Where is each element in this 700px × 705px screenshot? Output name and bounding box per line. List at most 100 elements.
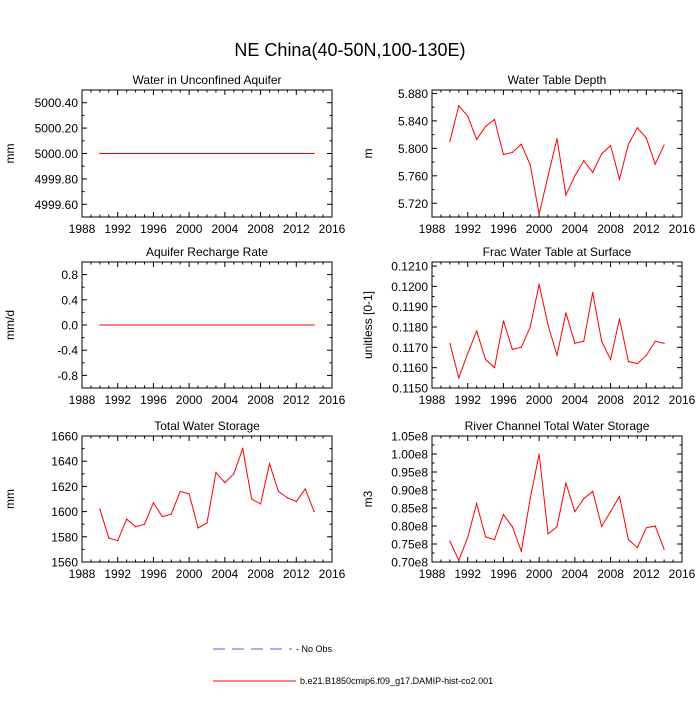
- data-point: [476, 330, 478, 332]
- x-tick-label: 1996: [490, 222, 517, 236]
- data-point: [99, 152, 101, 155]
- data-point: [618, 178, 621, 180]
- data-point: [304, 324, 306, 326]
- y-tick-label: -0.8: [57, 369, 78, 383]
- data-point: [654, 340, 656, 342]
- data-point: [529, 326, 531, 328]
- data-point: [654, 163, 656, 165]
- x-tick-label: 1996: [140, 393, 167, 407]
- data-point: [538, 213, 540, 215]
- y-axis-label: m3: [361, 490, 375, 507]
- y-tick-label: 0.80e8: [391, 520, 428, 534]
- data-point: [574, 175, 576, 177]
- data-point: [663, 342, 665, 344]
- data-point: [502, 320, 505, 322]
- data-point: [117, 324, 119, 326]
- data-point: [458, 105, 460, 107]
- y-tick-label: 5000.00: [35, 147, 79, 161]
- data-point: [304, 152, 306, 155]
- data-point: [547, 175, 549, 177]
- y-tick-label: 0.1200: [391, 280, 428, 294]
- x-tick-label: 2004: [212, 222, 239, 236]
- data-point: [206, 152, 208, 155]
- x-tick-label: 1988: [69, 222, 96, 236]
- y-tick-label: 0.85e8: [391, 502, 428, 516]
- y-tick-label: 1640: [51, 455, 78, 469]
- y-tick-label: 0.1160: [392, 361, 428, 375]
- y-tick-label: 0.1180: [392, 321, 428, 335]
- x-tick-label: 1992: [454, 393, 481, 407]
- data-point: [259, 503, 262, 505]
- data-point: [627, 360, 630, 363]
- data-point: [627, 539, 630, 541]
- y-tick-label: 4999.60: [35, 198, 79, 212]
- data-point: [592, 291, 594, 294]
- y-axis-label: unitless [0-1]: [361, 291, 375, 359]
- chart-panel-5: Total Water Storage 1988 1992 1996 2000 2004 2…: [3, 419, 346, 581]
- data-point: [476, 503, 478, 505]
- data-point: [117, 152, 119, 155]
- x-tick-label: 2008: [597, 393, 624, 407]
- data-point: [654, 525, 656, 527]
- y-axis-label: mm: [3, 489, 17, 509]
- data-point: [547, 533, 549, 535]
- y-tick-label: 0.1170: [392, 341, 428, 355]
- data-point: [592, 490, 594, 493]
- x-tick-label: 1988: [419, 567, 446, 581]
- data-point: [197, 152, 199, 155]
- y-axis-label: m: [361, 149, 375, 159]
- x-tick-label: 1996: [490, 567, 517, 581]
- x-tick-label: 2016: [669, 393, 696, 407]
- data-point: [143, 324, 146, 326]
- x-tick-label: 1988: [69, 393, 96, 407]
- figure-title: NE China(40-50N,100-130E): [234, 40, 465, 60]
- data-point: [601, 525, 603, 527]
- panels: Water in Unconfined Aquifer 1988 1992 1996 2…: [3, 73, 696, 581]
- data-point: [538, 453, 540, 455]
- data-point: [304, 488, 306, 490]
- data-point: [188, 493, 190, 495]
- x-tick-label: 2004: [562, 567, 589, 581]
- x-tick-label: 2012: [633, 393, 660, 407]
- x-tick-label: 2012: [283, 567, 310, 581]
- x-tick-label: 2000: [526, 222, 553, 236]
- data-point: [574, 342, 576, 344]
- chart-panel-1: Water in Unconfined Aquifer 1988 1992 1996 2…: [3, 73, 346, 236]
- x-tick-label: 2000: [176, 393, 203, 407]
- data-point: [143, 152, 146, 155]
- x-tick-label: 1992: [454, 567, 481, 581]
- data-point: [636, 547, 638, 549]
- data-point: [179, 490, 181, 493]
- data-point: [215, 152, 217, 155]
- data-point: [134, 526, 137, 528]
- data-point: [188, 324, 190, 326]
- data-point: [663, 548, 665, 551]
- data-point: [592, 171, 594, 173]
- y-tick-label: 0.1190: [392, 300, 428, 314]
- data-point: [99, 324, 101, 326]
- data-point: [224, 152, 226, 155]
- data-point: [645, 527, 647, 529]
- data-point: [645, 137, 647, 139]
- y-tick-label: 1600: [51, 505, 78, 519]
- data-point: [134, 324, 137, 326]
- data-point: [295, 152, 297, 155]
- y-tick-label: 5.840: [398, 114, 428, 128]
- data-point: [502, 153, 505, 156]
- panel-title: Total Water Storage: [154, 419, 260, 433]
- x-tick-label: 1988: [419, 393, 446, 407]
- plot-frame: [431, 435, 683, 563]
- data-point: [251, 152, 253, 155]
- data-point: [277, 152, 280, 155]
- data-point: [233, 324, 235, 326]
- x-tick-label: 2008: [597, 222, 624, 236]
- data-point: [493, 367, 496, 369]
- data-point: [583, 160, 585, 162]
- y-tick-label: 0.1150: [392, 382, 428, 396]
- data-point: [251, 324, 253, 326]
- x-tick-label: 2008: [247, 222, 274, 236]
- x-tick-label: 2016: [319, 567, 346, 581]
- x-tick-label: 1992: [104, 393, 131, 407]
- x-tick-label: 2000: [526, 567, 553, 581]
